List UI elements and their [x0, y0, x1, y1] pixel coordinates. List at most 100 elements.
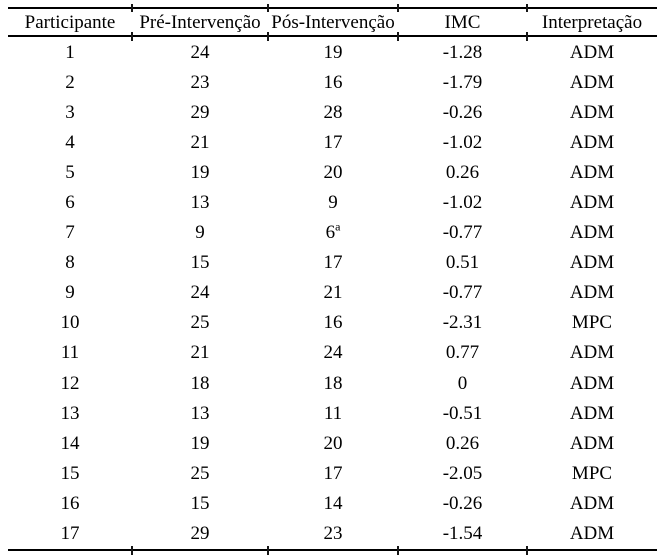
cell-participante: 6	[65, 192, 75, 214]
cell-imc: -0.77	[442, 222, 483, 244]
cell-participante: 2	[65, 71, 75, 93]
column-divider-tick	[267, 4, 269, 12]
cell-interpretacao: ADM	[569, 222, 615, 244]
pos-value: 9	[328, 192, 338, 214]
cell-pre-intervencao: 25	[190, 462, 210, 484]
cell-participante: 5	[65, 161, 75, 183]
table-header-row: Participante Pré-Intervenção Pós-Interve…	[8, 8, 657, 36]
cell-pre-intervencao: 13	[190, 402, 210, 424]
cell-imc: -1.02	[442, 131, 483, 153]
table-row: 8 15 17 0.51 ADM	[8, 248, 657, 278]
pos-value: 23	[323, 523, 343, 545]
column-divider-tick	[526, 546, 528, 555]
column-divider-tick	[397, 546, 399, 555]
table-row: 15 25 17 -2.05 MPC	[8, 458, 657, 488]
cell-pos-intervencao: 23	[268, 519, 398, 550]
cell-pre-intervencao: 19	[190, 432, 210, 454]
cell-pre-intervencao: 19	[190, 161, 210, 183]
cell-interpretacao: MPC	[571, 462, 613, 484]
footnote-marker: a	[335, 219, 341, 234]
table-row: 10 25 16 -2.31 MPC	[8, 308, 657, 338]
cell-imc: 0.51	[445, 252, 480, 274]
cell-imc: 0.26	[445, 432, 480, 454]
table-row: 4 21 17 -1.02 ADM	[8, 127, 657, 157]
cell-pos-intervencao: 16	[268, 308, 398, 338]
cell-pos-intervencao: 9	[268, 187, 398, 217]
cell-participante: 17	[60, 523, 80, 545]
cell-imc: -2.31	[442, 312, 483, 334]
pos-value: 20	[323, 432, 343, 454]
cell-pre-intervencao: 21	[190, 131, 210, 153]
column-divider-tick	[131, 4, 133, 12]
cell-pos-intervencao: 14	[268, 488, 398, 518]
table-row: 1 24 19 -1.28 ADM	[8, 36, 657, 67]
cell-interpretacao: ADM	[569, 71, 615, 93]
column-header-participante: Participante	[24, 11, 116, 33]
cell-pre-intervencao: 18	[190, 372, 210, 394]
cell-interpretacao: ADM	[569, 402, 615, 424]
cell-imc: -1.28	[442, 41, 483, 63]
column-divider-tick	[397, 4, 399, 12]
cell-pre-intervencao: 9	[195, 222, 205, 244]
cell-imc: -1.54	[442, 523, 483, 545]
cell-interpretacao: ADM	[569, 523, 615, 545]
intervention-results-table: Participante Pré-Intervenção Pós-Interve…	[8, 7, 657, 551]
cell-imc: 0.77	[445, 342, 480, 364]
cell-interpretacao: ADM	[569, 131, 615, 153]
cell-pos-intervencao: 17	[268, 127, 398, 157]
cell-interpretacao: ADM	[569, 282, 615, 304]
cell-imc: -2.05	[442, 462, 483, 484]
cell-pos-intervencao: 11	[268, 398, 398, 428]
cell-participante: 13	[60, 402, 80, 424]
cell-pos-intervencao: 16	[268, 67, 398, 97]
table-row: 9 24 21 -0.77 ADM	[8, 278, 657, 308]
cell-pre-intervencao: 29	[190, 101, 210, 123]
cell-imc: -0.77	[442, 282, 483, 304]
table-row: 2 23 16 -1.79 ADM	[8, 67, 657, 97]
table-row: 12 18 18 0 ADM	[8, 368, 657, 398]
table-row: 14 19 20 0.26 ADM	[8, 428, 657, 458]
cell-pos-intervencao: 24	[268, 338, 398, 368]
cell-imc: -0.26	[442, 492, 483, 514]
pos-value: 6	[325, 222, 336, 244]
pos-value: 17	[323, 252, 343, 274]
pos-value: 17	[323, 462, 343, 484]
cell-pre-intervencao: 21	[190, 342, 210, 364]
pos-value: 16	[323, 71, 343, 93]
cell-pre-intervencao: 24	[190, 41, 210, 63]
table-row: 3 29 28 -0.26 ADM	[8, 97, 657, 127]
cell-participante: 15	[60, 462, 80, 484]
column-header-pre-intervencao: Pré-Intervenção	[139, 11, 261, 33]
cell-pre-intervencao: 24	[190, 282, 210, 304]
cell-interpretacao: ADM	[569, 192, 615, 214]
column-divider-tick	[397, 32, 399, 41]
cell-imc: 0	[457, 372, 468, 394]
cell-pre-intervencao: 25	[190, 312, 210, 334]
cell-pre-intervencao: 15	[190, 252, 210, 274]
cell-participante: 7	[65, 222, 75, 244]
cell-pos-intervencao: 17	[268, 458, 398, 488]
cell-interpretacao: ADM	[569, 252, 615, 274]
table-row: 7 9 6a -0.77 ADM	[8, 218, 657, 248]
cell-interpretacao: ADM	[569, 492, 615, 514]
cell-participante: 1	[65, 41, 75, 63]
pos-value: 14	[323, 492, 343, 514]
cell-pos-intervencao: 19	[268, 36, 398, 67]
column-divider-tick	[526, 4, 528, 12]
pos-value: 16	[323, 312, 343, 334]
cell-interpretacao: MPC	[571, 312, 613, 334]
pos-value: 24	[323, 342, 343, 364]
pos-value: 19	[323, 41, 343, 63]
cell-participante: 9	[65, 282, 75, 304]
cell-pos-intervencao: 20	[268, 428, 398, 458]
column-divider-tick	[526, 32, 528, 41]
column-header-pos-intervencao: Pós-Intervenção	[271, 11, 395, 33]
column-divider-tick	[131, 546, 133, 555]
pos-value: 21	[323, 282, 343, 304]
table-row: 6 13 9 -1.02 ADM	[8, 187, 657, 217]
cell-imc: -1.79	[442, 71, 483, 93]
pos-value: 17	[323, 131, 343, 153]
table-row: 17 29 23 -1.54 ADM	[8, 519, 657, 550]
pos-value: 28	[323, 101, 343, 123]
pos-value: 20	[323, 161, 343, 183]
